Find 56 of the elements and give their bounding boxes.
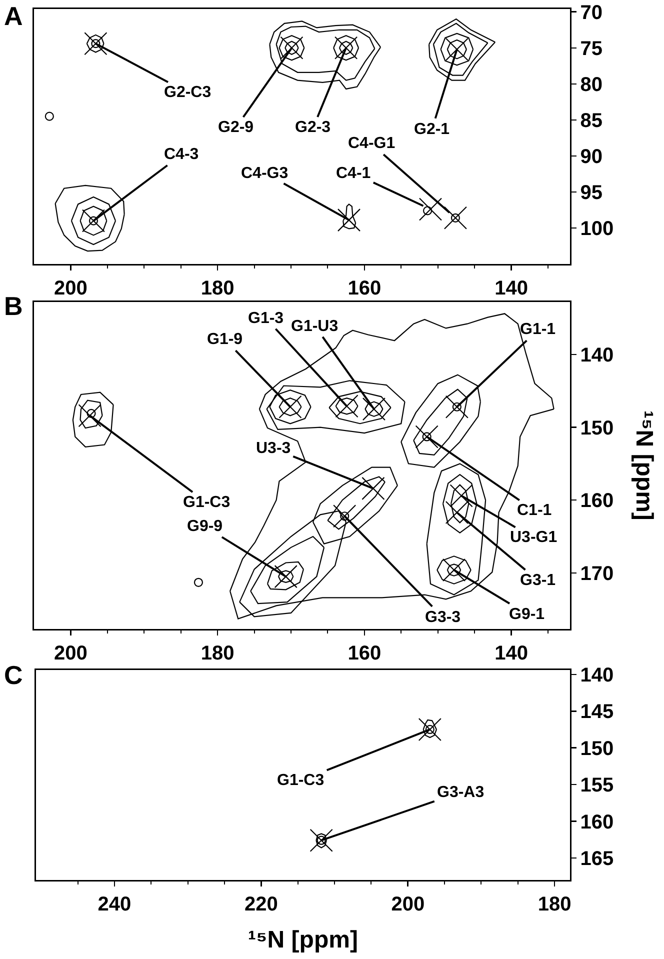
annotation: C4-3	[164, 146, 199, 163]
y-tick-label: 145	[580, 701, 614, 724]
y-tick-label: 140	[580, 344, 614, 366]
annotation: U3-3	[256, 440, 291, 457]
annotation: U3-G1	[510, 529, 558, 546]
y-tick-label: 150	[580, 417, 614, 440]
y-tick-label: 90	[580, 146, 603, 168]
x-tick-label: 200	[54, 642, 88, 664]
chart-title: A	[4, 1, 23, 32]
y-tick-label: 165	[580, 848, 614, 870]
y-tick-label: 100	[580, 218, 614, 240]
y-tick-label: 170	[580, 562, 614, 585]
annotation: G3-1	[520, 572, 556, 589]
y-tick-label: 160	[580, 490, 614, 512]
annotation: G1-C3	[277, 772, 324, 789]
annotation: G1-C3	[183, 494, 230, 511]
annotation: G2-3	[295, 119, 331, 136]
y-tick-label: 140	[580, 664, 614, 686]
y-tick-label: 70	[580, 2, 603, 24]
x-tick-label: 160	[348, 277, 382, 300]
x-tick-label: 200	[391, 893, 425, 916]
y-tick-label: 85	[580, 110, 603, 132]
annotation: G2-C3	[164, 84, 212, 101]
x-tick-label: 240	[98, 893, 132, 916]
annotation: G1-1	[520, 321, 556, 338]
x-tick-label: 180	[200, 277, 234, 300]
y-tick-label: 75	[580, 38, 603, 60]
x-tick-label: 220	[244, 893, 278, 916]
annotation: C4-G3	[241, 165, 288, 182]
annotation: G3-A3	[437, 784, 484, 801]
annotation: G1-9	[207, 331, 243, 348]
annotation: G1-U3	[291, 318, 338, 335]
annotation: G3-3	[425, 609, 461, 626]
annotation: G9-9	[187, 518, 223, 535]
annotation: C4-G1	[348, 135, 396, 152]
x-axis-title: ¹⁵N [ppm]	[248, 926, 358, 954]
annotation: G2-1	[414, 121, 450, 138]
annotation: G1-3	[248, 310, 284, 327]
x-tick-label: 180	[200, 642, 234, 664]
annotation: G2-9	[218, 119, 254, 136]
x-tick-label: 140	[494, 277, 528, 300]
x-tick-label: 140	[494, 642, 528, 664]
annotation: C1-1	[517, 502, 552, 519]
chart-title: C	[4, 660, 23, 690]
chart-title: B	[4, 291, 23, 322]
y-tick-label: 160	[580, 811, 614, 834]
y-tick-label: 155	[580, 774, 614, 797]
y-tick-label: 80	[580, 74, 603, 96]
x-tick-label: 200	[54, 277, 88, 300]
x-tick-label: 160	[348, 642, 382, 664]
y-tick-label: 95	[580, 182, 603, 204]
annotation: C4-1	[336, 165, 371, 182]
annotation: G9-1	[509, 606, 545, 623]
y-axis-title: ¹⁵N [ppm]	[630, 410, 658, 520]
x-tick-label: 180	[538, 893, 572, 916]
y-tick-label: 150	[580, 738, 614, 760]
